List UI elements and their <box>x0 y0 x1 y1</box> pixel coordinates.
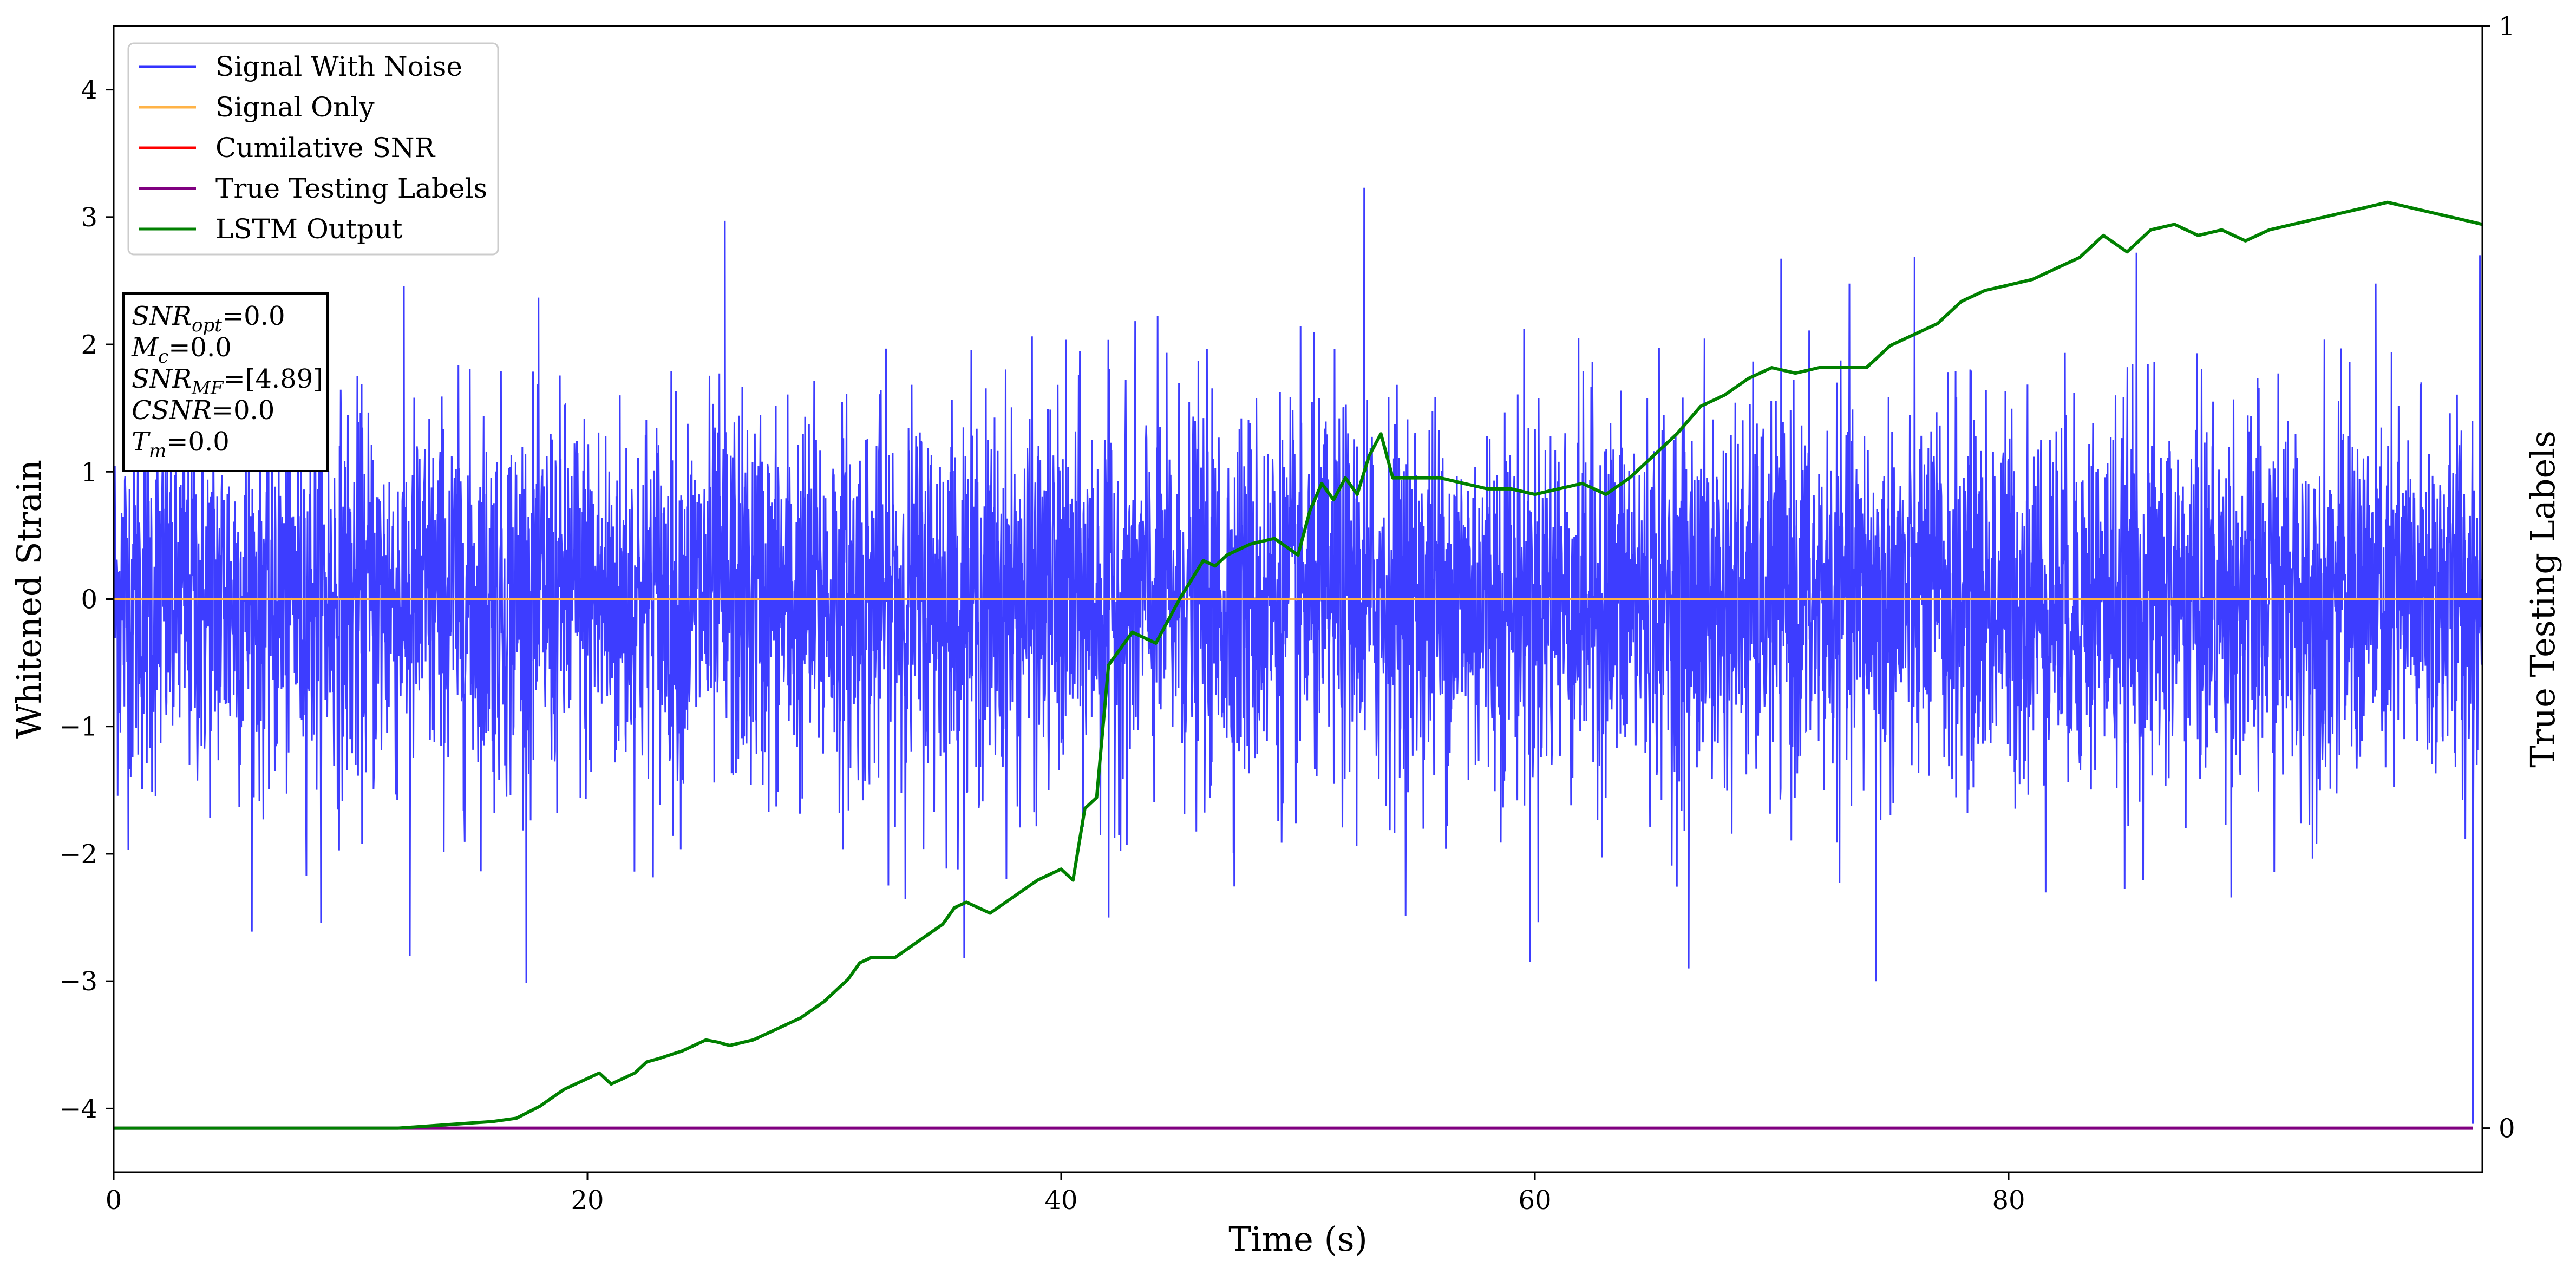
y2-axis: 01 <box>2482 11 2515 1144</box>
lstm-output-line <box>114 200 2483 1130</box>
signal-with-noise-line <box>113 187 2483 1124</box>
y2-tick-label: 1 <box>2499 11 2515 42</box>
legend-label: Cumilative SNR <box>215 132 435 164</box>
annotation-value: =0.0 <box>166 427 230 457</box>
legend-box <box>127 42 499 256</box>
annotation-symbol: T <box>132 427 151 457</box>
annotation-symbol: CSNR <box>132 395 212 426</box>
annotation-line: SNRopt=0.0 <box>132 301 285 336</box>
series-signal-with-noise <box>113 187 2483 1124</box>
annotation-symbol: SNR <box>132 364 192 394</box>
legend-label: True Testing Labels <box>215 173 487 204</box>
y2-axis-label: True Testing Labels <box>2523 430 2562 768</box>
annotation-symbol: M <box>131 332 159 363</box>
annotation-subscript: opt <box>192 315 222 336</box>
annotation-box: SNRopt=0.0Mc=0.0SNRMF=[4.89]CSNR=0.0Tm=0… <box>122 292 329 472</box>
y-tick-label: −1 <box>59 712 97 742</box>
x-axis: 0 20 40 60 80 <box>106 1172 2025 1216</box>
y-tick-label: 4 <box>81 75 97 106</box>
annotation-subscript: m <box>149 440 166 462</box>
annotation-line: SNRMF=[4.89] <box>132 364 323 399</box>
legend: Signal With Noise Signal Only Cumilative S… <box>127 42 499 256</box>
y-tick-label: −4 <box>59 1094 97 1124</box>
y-tick-label: 3 <box>81 202 97 233</box>
legend-label: Signal With Noise <box>215 51 462 82</box>
annotation-value: =0.0 <box>222 301 285 331</box>
annotation-value: =0.0 <box>212 395 275 426</box>
y-tick-label: −3 <box>59 966 97 997</box>
annotation-line: CSNR=0.0 <box>132 395 274 426</box>
x-axis-label: Time (s) <box>1228 1219 1368 1259</box>
annotation-symbol: SNR <box>132 301 192 331</box>
x-tick-label: 0 <box>106 1185 122 1216</box>
y-tick-label: −2 <box>59 839 97 870</box>
y-tick-label: 0 <box>81 585 97 615</box>
y-axis: −4 −3 −2 −1 0 1 2 3 4 <box>59 75 114 1124</box>
y-tick-label: 2 <box>81 330 97 360</box>
y-tick-label: 1 <box>81 457 97 487</box>
annotation-box-frame <box>122 292 329 472</box>
y2-tick-label: 0 <box>2499 1114 2515 1144</box>
legend-label: LSTM Output <box>215 213 402 245</box>
x-tick-label: 40 <box>1044 1185 1077 1216</box>
legend-label: Signal Only <box>215 92 375 123</box>
x-tick-label: 20 <box>571 1185 604 1216</box>
annotation-line: Mc=0.0 <box>131 332 232 368</box>
y-axis-label: Whitened Strain <box>9 460 49 739</box>
annotation-subscript: MF <box>191 377 224 399</box>
annotation-value: =[4.89] <box>223 364 323 394</box>
annotation-line: Tm=0.0 <box>132 427 230 462</box>
annotation-value: =0.0 <box>168 332 232 363</box>
series-lstm-output <box>114 200 2483 1130</box>
x-tick-label: 60 <box>1518 1185 1551 1216</box>
plot-area <box>113 187 2483 1130</box>
annotation-subscript: c <box>158 346 168 368</box>
x-tick-label: 80 <box>1992 1185 2025 1216</box>
